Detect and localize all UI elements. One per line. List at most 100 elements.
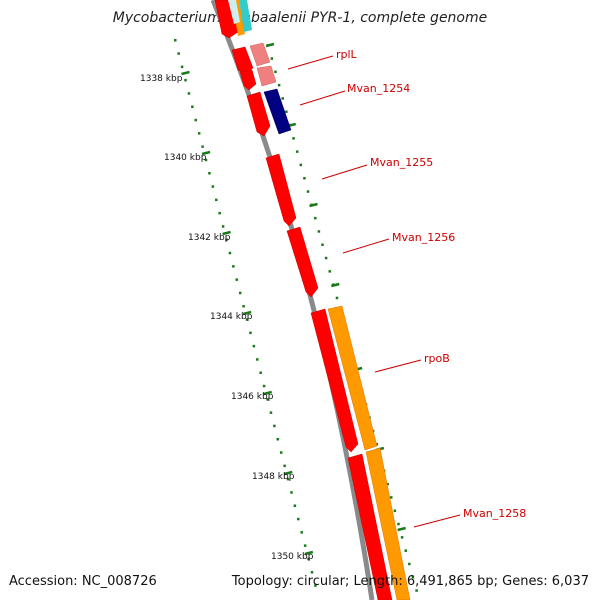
feature-track-dot — [270, 57, 274, 60]
ruler-dot — [307, 557, 310, 561]
gene-label-Mvan_1256: Mvan_1256 — [392, 231, 455, 244]
ruler-dot — [211, 185, 215, 188]
ruler-label-1348: 1348 kbp — [252, 472, 295, 482]
gene-block-top-cyan — [239, 0, 252, 32]
feature-track-dot — [415, 589, 418, 592]
ruler-ticks — [181, 70, 314, 556]
ruler-dot — [215, 198, 218, 202]
ruler-dot — [184, 78, 187, 82]
feature-track-tick — [330, 282, 340, 288]
ruler-dot — [256, 358, 259, 361]
ruler-label-1346: 1346 kbp — [231, 392, 274, 402]
map-title: Mycobacterium vanbaalenii PYR-1, complet… — [112, 10, 488, 26]
gene-Mvan_1258-orange — [365, 447, 411, 600]
leader-Mvan_1256 — [342, 238, 390, 254]
feature-track-dot — [321, 243, 324, 246]
ruler-dot — [249, 331, 252, 335]
ruler-dot — [283, 464, 286, 468]
gene-block-top-lightcyan — [228, 0, 240, 24]
gene-Mvan_1256 — [286, 226, 319, 298]
ruler-dot — [245, 318, 249, 321]
ruler-dot — [232, 265, 235, 268]
feature-track-dot — [400, 536, 404, 539]
ruler-dot — [286, 477, 290, 481]
ruler-tick — [201, 150, 211, 156]
ruler-dot — [279, 451, 283, 454]
ruler-tick — [283, 470, 293, 476]
feature-track-dot — [299, 163, 303, 167]
ruler-label-1350: 1350 kbp — [271, 552, 314, 562]
ruler-dot — [228, 251, 232, 255]
feature-track-dot — [328, 270, 331, 273]
ruler-dot — [269, 411, 273, 414]
gene-label-Mvan_1254: Mvan_1254 — [347, 82, 410, 95]
gene-arrow-3 — [246, 91, 271, 137]
ruler-dot — [276, 438, 280, 441]
ruler-dot — [191, 105, 194, 108]
ruler-dot — [266, 398, 269, 401]
ruler-dot — [310, 571, 314, 574]
leader-Mvan_1254 — [299, 90, 346, 106]
feature-track-dot — [303, 177, 306, 180]
ruler-label-1342: 1342 kbp — [188, 233, 231, 243]
gene-label-Mvan_1255: Mvan_1255 — [370, 156, 433, 169]
leader-Mvan_1258 — [413, 514, 461, 528]
feature-track-dot — [335, 296, 339, 300]
gene-Mvan_1255 — [265, 153, 297, 227]
ruler-dot — [208, 172, 211, 175]
gene-rplL-pink-2 — [256, 65, 277, 87]
feature-track-dot — [393, 509, 397, 512]
ruler-tick — [263, 390, 273, 396]
feature-track-dot — [277, 83, 281, 87]
genome-summary-text: Topology: circular; Length: 6,491,865 bp… — [231, 574, 589, 589]
gene-rpoB-red — [310, 308, 359, 453]
ruler-dot — [221, 225, 225, 228]
ruler-dot — [293, 504, 297, 507]
ruler-dot — [303, 544, 307, 547]
leader-Mvan_1255 — [321, 164, 368, 180]
gene-rplL-pink — [249, 42, 271, 67]
ruler-dot — [262, 384, 266, 388]
feature-track-dot — [274, 70, 277, 74]
ruler-tick — [222, 230, 231, 236]
ruler-label-1340: 1340 kbp — [164, 153, 207, 163]
ruler-tick — [304, 550, 314, 556]
feature-track-tick — [309, 202, 318, 208]
gene-label-rpoB: rpoB — [424, 352, 450, 365]
ruler-label-1338: 1338 kbp — [140, 74, 183, 84]
ruler-dot — [314, 584, 317, 587]
gene-arrow-1 — [231, 46, 254, 75]
gene-rpoB-orange — [327, 305, 378, 451]
ruler-dot — [259, 371, 262, 374]
ruler-dot — [273, 424, 276, 428]
feature-track-dot — [397, 522, 400, 526]
feature-track-dot — [295, 150, 299, 153]
leader-rpoB — [374, 359, 422, 373]
feature-track-dot — [404, 549, 407, 552]
feature-track-dot — [389, 496, 393, 499]
feature-track-dot — [411, 576, 415, 579]
ruler-dot — [235, 278, 239, 281]
feature-track-dot — [314, 216, 317, 220]
feature-track-dot — [408, 562, 411, 566]
ruler-dot — [180, 65, 184, 69]
ruler-dot — [174, 39, 177, 42]
leader-rplL — [287, 55, 334, 70]
accession-text: Accession: NC_008726 — [9, 574, 157, 589]
ruler-dot — [297, 517, 300, 521]
ruler-dot — [204, 158, 208, 162]
ruler-label-1344: 1344 kbp — [210, 312, 253, 322]
gene-arrow-2 — [239, 69, 257, 91]
gene-Mvan_1258-red — [347, 453, 393, 600]
ruler-dot — [242, 305, 245, 308]
ruler-tick — [242, 310, 252, 316]
feature-track-dot — [292, 137, 295, 140]
feature-track-dot — [285, 110, 288, 113]
ruler-dot — [197, 132, 201, 135]
feature-track-dot — [386, 482, 389, 486]
ruler-dot — [177, 52, 180, 55]
ruler-dot — [225, 238, 228, 241]
feature-track-dot — [306, 190, 310, 193]
